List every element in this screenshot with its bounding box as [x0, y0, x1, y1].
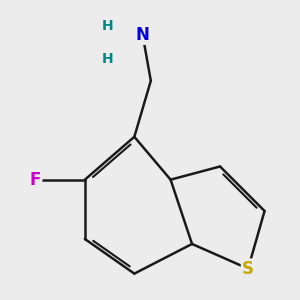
Text: N: N — [136, 26, 149, 44]
Text: H: H — [102, 52, 114, 66]
Text: H: H — [102, 20, 114, 33]
Text: F: F — [30, 171, 41, 189]
Text: S: S — [242, 260, 254, 278]
